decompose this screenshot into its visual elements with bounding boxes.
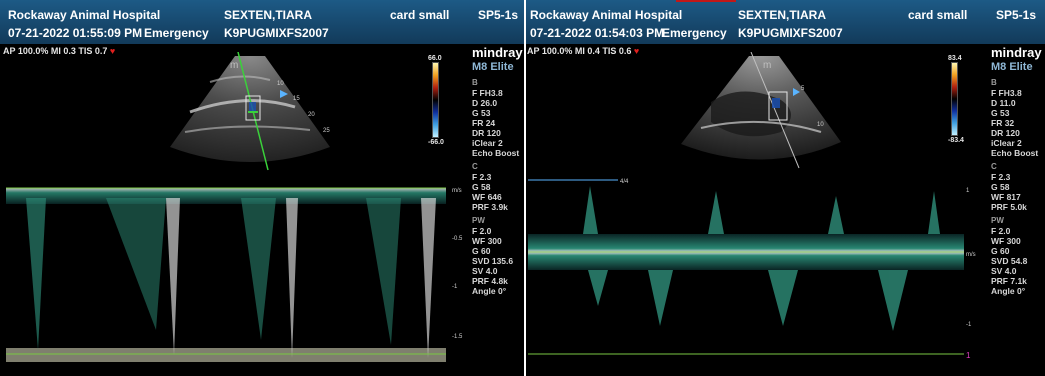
patient-name: SEXTEN,TIARA	[224, 8, 313, 22]
spectrum-band-top	[6, 188, 446, 204]
svg-text:-0.5: -0.5	[452, 236, 463, 242]
svg-text:5: 5	[801, 86, 805, 92]
doppler-spectrum: 4/4 1 m/s -1 1	[528, 176, 976, 372]
model-name: M8 Elite	[472, 61, 514, 73]
patient-id: K9PUGMIXFS2007	[224, 26, 329, 40]
velocity-unit: m/s	[966, 252, 976, 258]
left-ultrasound-panel: Rockaway Animal Hospital SEXTEN,TIARA ca…	[0, 0, 524, 376]
cursor-line	[750, 52, 800, 169]
patient-name: SEXTEN,TIARA	[738, 8, 827, 22]
focus-marker-icon	[793, 88, 800, 96]
heart-icon: ♥	[109, 46, 116, 56]
focus-marker-icon	[280, 90, 288, 98]
imaging-parameters: B F FH3.8 D 11.0 G 53 FR 32 DR 120 iClea…	[991, 78, 1039, 296]
spectrum-band-bottom	[6, 348, 446, 362]
probe-label: SP5-1s	[996, 8, 1037, 22]
heart-icon: ♥	[633, 46, 640, 56]
status-line: AP 100.0% MI 0.3 TIS 0.7 ♥	[3, 46, 116, 56]
exam-mode: Emergency	[144, 26, 209, 40]
probe-label: SP5-1s	[478, 8, 519, 22]
right-header: Rockaway Animal Hospital SEXTEN,TIARA ca…	[526, 0, 1045, 44]
exam-datetime: 07-21-2022 01:55:09 PM	[8, 26, 143, 40]
svg-text:10: 10	[817, 122, 824, 128]
brand-logo: mindray	[991, 45, 1042, 60]
clinic-name: Rockaway Animal Hospital	[8, 8, 161, 22]
exam-mode: Emergency	[662, 26, 727, 40]
sweep-speed-label: 4/4	[620, 179, 629, 185]
svg-text:20: 20	[308, 112, 315, 118]
color-scale-bar	[951, 62, 958, 136]
imaging-parameters: B F FH3.8 D 26.0 G 53 FR 24 DR 120 iClea…	[472, 78, 520, 296]
right-ultrasound-panel: Rockaway Animal Hospital SEXTEN,TIARA ca…	[526, 0, 1045, 376]
velocity-unit: m/s	[452, 188, 462, 194]
left-header: Rockaway Animal Hospital SEXTEN,TIARA ca…	[0, 0, 524, 44]
exam-datetime: 07-21-2022 01:54:03 PM	[530, 26, 665, 40]
svg-text:-1.5: -1.5	[452, 334, 463, 340]
brand-logo: mindray	[472, 45, 523, 60]
svg-text:10: 10	[277, 81, 284, 87]
patient-id: K9PUGMIXFS2007	[738, 26, 843, 40]
probe-orientation-marker: m	[230, 60, 238, 71]
color-box	[245, 95, 261, 121]
ecg-gain-marker: 1	[966, 351, 971, 360]
svg-text:25: 25	[323, 128, 330, 134]
color-box	[768, 91, 788, 121]
color-scale-bar	[432, 62, 439, 138]
color-scale-top: 66.0	[428, 55, 442, 62]
doppler-spectrum: m/s -0.5 -1 -1.5	[6, 180, 463, 370]
spectral-waveforms	[583, 186, 940, 331]
svg-text:-1: -1	[452, 284, 458, 290]
svg-text:-1: -1	[966, 322, 972, 328]
model-name: M8 Elite	[991, 61, 1033, 73]
color-scale-bottom: -83.4	[948, 137, 964, 144]
top-red-indicator	[676, 0, 736, 2]
svg-text:15: 15	[293, 96, 300, 102]
color-scale-bottom: -66.0	[428, 139, 444, 146]
probe-orientation-marker: m	[763, 60, 771, 71]
clinic-name: Rockaway Animal Hospital	[530, 8, 683, 22]
svg-text:1: 1	[966, 188, 970, 194]
preset-label: card small	[390, 8, 450, 22]
status-line: AP 100.0% MI 0.4 TIS 0.6 ♥	[527, 46, 640, 56]
spectral-waveforms	[26, 198, 436, 358]
color-scale-top: 83.4	[948, 55, 962, 62]
b-mode-sector-image: m 10 15 20 25	[170, 52, 330, 171]
preset-label: card small	[908, 8, 968, 22]
b-mode-sector-image: m 5 10	[681, 52, 841, 169]
